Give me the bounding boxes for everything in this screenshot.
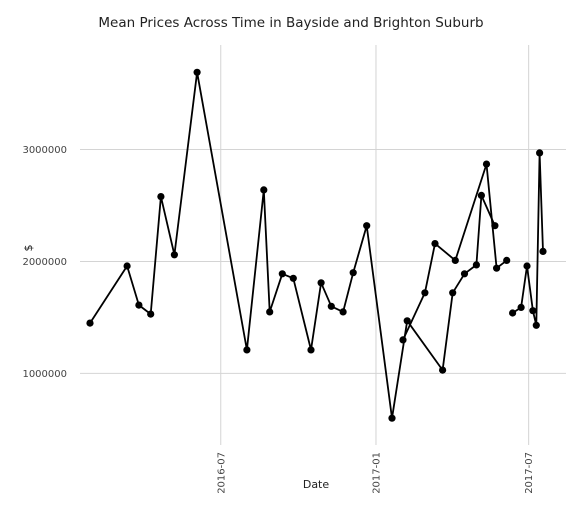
y-tick-label-0: 1000000 xyxy=(22,369,67,380)
data-point-14 xyxy=(327,302,335,310)
data-point-6 xyxy=(193,68,201,76)
chart-title: Mean Prices Across Time in Bayside and B… xyxy=(98,15,483,31)
data-point-37 xyxy=(532,321,540,329)
data-point-36 xyxy=(529,307,537,315)
y-tick-label-1: 2000000 xyxy=(22,257,67,268)
data-point-2 xyxy=(135,301,143,309)
data-point-7 xyxy=(243,346,251,354)
data-point-27 xyxy=(421,289,429,297)
data-point-34 xyxy=(517,303,525,311)
series-line-segment-2 xyxy=(512,152,544,327)
data-point-38 xyxy=(536,149,544,157)
data-point-24 xyxy=(477,191,485,199)
data-point-39 xyxy=(539,247,547,255)
x-tick-label-2: 2017-07 xyxy=(524,452,535,494)
data-point-9 xyxy=(266,308,274,316)
data-point-21 xyxy=(449,289,457,297)
x-axis-label: Date xyxy=(303,478,330,491)
data-point-3 xyxy=(147,310,155,318)
y-axis-label: $ xyxy=(22,245,35,252)
data-point-25 xyxy=(491,222,499,230)
data-point-11 xyxy=(289,274,297,282)
data-point-12 xyxy=(307,346,315,354)
x-tick-label-0: 2016-07 xyxy=(216,452,227,494)
data-point-26 xyxy=(399,336,407,344)
data-point-4 xyxy=(157,193,165,201)
data-point-18 xyxy=(388,414,396,422)
data-point-8 xyxy=(260,186,268,194)
data-point-23 xyxy=(472,261,480,269)
data-point-32 xyxy=(503,256,511,264)
x-axis-ticks: 2016-07 2017-01 2017-07 xyxy=(216,452,535,494)
data-point-20 xyxy=(439,366,447,374)
data-points xyxy=(86,68,547,422)
data-point-19 xyxy=(403,317,411,325)
data-point-5 xyxy=(170,251,178,259)
data-point-31 xyxy=(493,264,501,272)
gridlines xyxy=(80,45,566,445)
data-point-0 xyxy=(86,319,94,327)
data-point-29 xyxy=(451,256,459,264)
y-tick-label-2: 3000000 xyxy=(22,145,67,156)
x-tick-label-1: 2017-01 xyxy=(371,452,382,494)
data-point-33 xyxy=(508,309,517,317)
data-point-10 xyxy=(278,270,286,278)
series-line-segment-1 xyxy=(402,163,508,341)
y-axis-ticks: 1000000 2000000 3000000 xyxy=(22,145,67,380)
data-point-15 xyxy=(339,308,347,316)
series-line-segment-0 xyxy=(89,71,496,420)
data-point-13 xyxy=(317,279,325,287)
data-point-16 xyxy=(349,269,357,277)
data-point-35 xyxy=(523,262,531,270)
data-point-1 xyxy=(123,262,131,270)
series-lines xyxy=(89,71,544,420)
data-point-22 xyxy=(460,270,469,278)
data-point-28 xyxy=(431,240,439,248)
data-point-17 xyxy=(363,222,371,230)
data-point-30 xyxy=(482,160,491,168)
